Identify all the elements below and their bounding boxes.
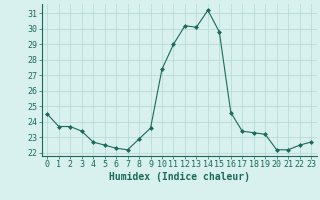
X-axis label: Humidex (Indice chaleur): Humidex (Indice chaleur) <box>109 172 250 182</box>
